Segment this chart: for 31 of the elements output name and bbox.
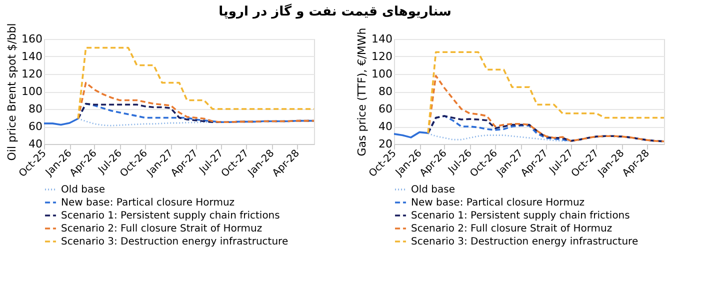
y-tick-label: 40 bbox=[28, 138, 42, 150]
y-tick-label: 100 bbox=[22, 85, 42, 98]
line-series bbox=[427, 74, 664, 142]
legend-label: Scenario 2: Full closure Strait of Hormuz bbox=[411, 224, 612, 234]
legend-label: Scenario 2: Full closure Strait of Hormuz bbox=[61, 224, 262, 234]
y-tick-label: 100 bbox=[372, 68, 392, 80]
y-tick-label: 60 bbox=[28, 120, 42, 133]
y-axis-title: Oil price Brent spot $/bbl bbox=[6, 23, 19, 161]
y-tick-label: 20 bbox=[378, 138, 392, 150]
y-tick-label: 140 bbox=[22, 50, 42, 63]
y-tick-label: 40 bbox=[378, 120, 392, 133]
y-tick-label: 60 bbox=[378, 102, 392, 116]
line-series bbox=[77, 82, 314, 124]
legend-label: Scenario 1: Persistent supply chain frictions bbox=[61, 210, 280, 222]
legend-label: Scenario 1: Persistent supply chain frictions bbox=[411, 210, 630, 222]
y-tick-label: 140 bbox=[372, 32, 392, 46]
y-axis-title: Gas price (TTF), €/MWh bbox=[356, 28, 369, 156]
legend-label: Old base bbox=[411, 184, 456, 196]
line-series bbox=[427, 51, 664, 134]
chart-title: سناریوهای قیمت نفت و گاز در اروپا bbox=[218, 3, 452, 20]
legend-label: Old base bbox=[61, 184, 106, 196]
y-tick-label: 160 bbox=[22, 32, 42, 46]
y-tick-label: 80 bbox=[378, 85, 392, 98]
y-tick-label: 120 bbox=[372, 50, 392, 63]
legend-label: New base: Partical closure Hormuz bbox=[61, 198, 235, 208]
line-series bbox=[77, 46, 314, 120]
y-tick-label: 120 bbox=[22, 68, 42, 80]
legend-label: Scenario 3: Destruction energy infrastructure bbox=[61, 236, 288, 248]
legend-label: Scenario 3: Destruction energy infrastructure bbox=[411, 236, 638, 248]
y-tick-label: 80 bbox=[28, 102, 42, 116]
legend-label: New base: Partical closure Hormuz bbox=[411, 198, 585, 208]
